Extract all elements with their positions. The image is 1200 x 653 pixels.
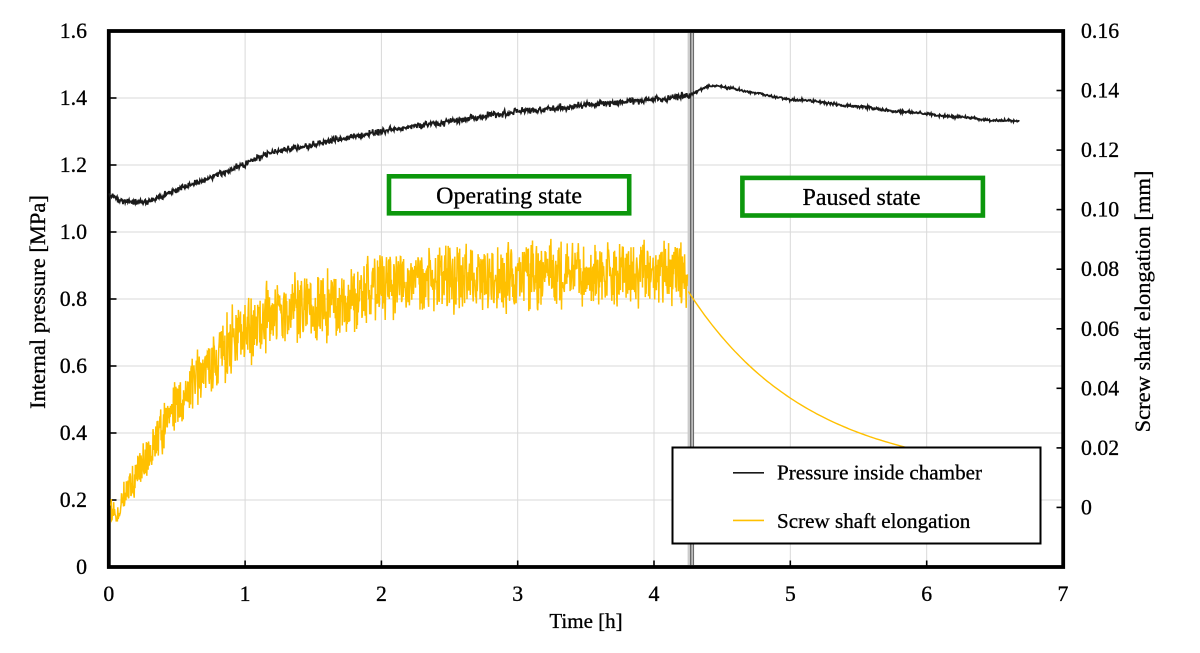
svg-text:3: 3: [512, 582, 523, 606]
svg-text:0: 0: [103, 582, 114, 606]
svg-text:0: 0: [76, 555, 87, 579]
svg-text:5: 5: [785, 582, 796, 606]
svg-text:1.4: 1.4: [60, 86, 87, 110]
svg-text:2: 2: [376, 582, 387, 606]
svg-text:0.04: 0.04: [1081, 376, 1119, 400]
svg-text:0.4: 0.4: [60, 421, 87, 445]
svg-text:1.0: 1.0: [60, 220, 87, 244]
svg-text:1.2: 1.2: [60, 153, 87, 177]
svg-text:0.14: 0.14: [1081, 79, 1119, 103]
svg-text:0.16: 0.16: [1081, 19, 1119, 43]
svg-text:0.02: 0.02: [1081, 436, 1119, 460]
svg-text:Paused state: Paused state: [803, 185, 921, 211]
svg-text:7: 7: [1058, 582, 1069, 606]
svg-text:6: 6: [921, 582, 932, 606]
svg-text:1: 1: [240, 582, 251, 606]
svg-text:Screw shaft elongation: Screw shaft elongation: [777, 509, 971, 533]
svg-text:1.6: 1.6: [60, 19, 87, 43]
svg-text:0: 0: [1081, 495, 1092, 519]
svg-text:Internal pressure [MPa]: Internal pressure [MPa]: [25, 195, 50, 409]
svg-text:0.06: 0.06: [1081, 317, 1119, 341]
svg-text:0.2: 0.2: [60, 488, 87, 512]
svg-text:0.10: 0.10: [1081, 198, 1119, 222]
svg-text:0.8: 0.8: [60, 287, 87, 311]
svg-text:Operating state: Operating state: [436, 184, 582, 210]
svg-text:Pressure inside chamber: Pressure inside chamber: [777, 460, 982, 484]
svg-text:0.6: 0.6: [60, 354, 87, 378]
svg-text:Time [h]: Time [h]: [549, 609, 622, 633]
svg-text:0.12: 0.12: [1081, 138, 1119, 162]
svg-text:0.08: 0.08: [1081, 257, 1119, 281]
svg-text:4: 4: [649, 582, 660, 606]
svg-text:Screw shaft elongation [mm]: Screw shaft elongation [mm]: [1130, 171, 1155, 433]
